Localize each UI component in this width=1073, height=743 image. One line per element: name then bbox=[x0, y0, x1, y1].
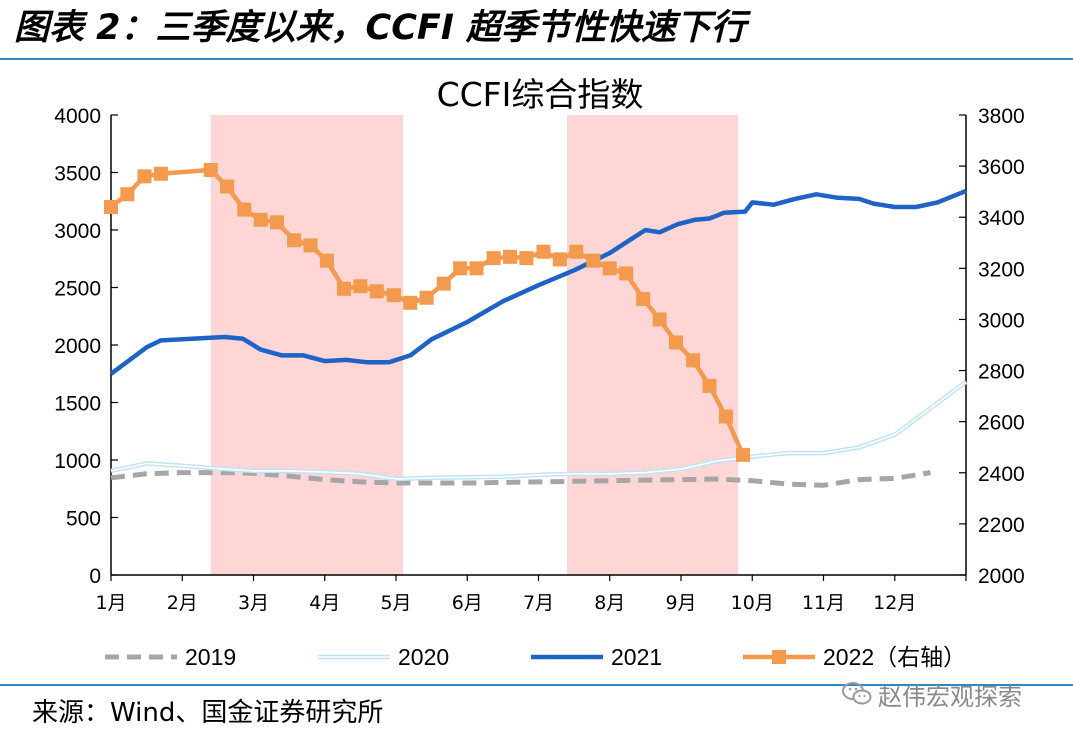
series-2022-marker bbox=[104, 200, 118, 214]
y-right-tick-label: 2000 bbox=[978, 565, 1025, 588]
x-tick-label: 9月 bbox=[665, 592, 696, 614]
series-2022-marker bbox=[486, 251, 501, 266]
series-2022-marker bbox=[137, 169, 152, 184]
series-2022-marker bbox=[386, 288, 401, 303]
series-2022-marker bbox=[369, 284, 384, 299]
legend: 2019 2020 2021 2022（右轴） bbox=[105, 644, 966, 670]
chart-title: CCFI综合指数 bbox=[437, 75, 644, 114]
y-left-tick-label: 1500 bbox=[54, 393, 101, 416]
series-2019-line bbox=[110, 470, 931, 488]
y-right-tick-label: 2600 bbox=[978, 412, 1025, 435]
x-tick-label: 12月 bbox=[873, 592, 916, 614]
x-tick-label: 4月 bbox=[309, 592, 340, 614]
series-2022-marker bbox=[669, 335, 684, 350]
series-2022-marker bbox=[586, 253, 601, 268]
x-tick-label: 7月 bbox=[523, 592, 554, 614]
source-rule bbox=[0, 684, 1073, 686]
legend-label-4: 2022（右轴） bbox=[823, 644, 966, 670]
series-2022-marker bbox=[403, 295, 418, 310]
y-right-tick-label: 3600 bbox=[978, 156, 1025, 179]
source-note: 来源：Wind、国金证券研究所 bbox=[32, 698, 384, 728]
axes: 0 500 1000 1500 2000 2500 3000 3500 4000 2000 2200… bbox=[54, 105, 1024, 614]
y-left-tick-label: 0 bbox=[89, 565, 101, 588]
series-2022-marker bbox=[735, 447, 750, 462]
series-lines bbox=[104, 162, 968, 488]
series-2022-marker bbox=[519, 251, 534, 266]
series-2022-marker bbox=[203, 162, 218, 177]
x-tick-label: 2月 bbox=[167, 592, 198, 614]
series-2020-line-inner bbox=[110, 381, 967, 480]
y-left-tick-label: 2000 bbox=[54, 335, 101, 358]
series-2022-marker bbox=[120, 187, 135, 202]
y-left-tick-label: 3500 bbox=[54, 163, 101, 186]
y-left-tick-label: 3000 bbox=[54, 220, 101, 243]
series-2022-marker bbox=[153, 166, 168, 181]
series-2022-marker bbox=[436, 276, 451, 291]
series-2022-marker bbox=[220, 179, 235, 194]
y-left-tick-label: 4000 bbox=[54, 105, 101, 128]
y-right-tick-label: 2800 bbox=[978, 361, 1025, 384]
series-2022-marker bbox=[353, 279, 368, 294]
y-right-tick-label: 3400 bbox=[978, 207, 1025, 230]
y-right-tick-label: 3200 bbox=[978, 258, 1025, 281]
x-tick-label: 11月 bbox=[802, 592, 845, 614]
x-tick-label: 1月 bbox=[95, 592, 126, 614]
series-2022-marker bbox=[336, 281, 351, 296]
series-2022-marker bbox=[237, 202, 252, 217]
series-2022-marker bbox=[636, 292, 651, 306]
ccfi-chart: CCFI综合指数 0 500 1000 1500 2000 2500 3000 3500 400… bbox=[54, 75, 1024, 670]
y-left-tick-label: 500 bbox=[66, 508, 101, 531]
y-left-tick-label: 2500 bbox=[54, 278, 101, 301]
series-2022-marker bbox=[702, 378, 717, 393]
series-2022-marker bbox=[619, 266, 634, 281]
x-tick-label: 8月 bbox=[594, 592, 625, 614]
series-2022-marker bbox=[536, 244, 551, 259]
shaded-region-2 bbox=[567, 115, 738, 575]
series-2022-marker bbox=[552, 252, 567, 267]
series-2022-marker bbox=[287, 233, 302, 248]
wechat-icon bbox=[842, 682, 872, 705]
y-right-tick-label: 2200 bbox=[978, 514, 1025, 537]
shaded-region-1 bbox=[210, 115, 404, 575]
series-2022-marker bbox=[569, 244, 584, 259]
legend-2022-marker bbox=[772, 650, 786, 664]
x-tick-label: 10月 bbox=[731, 592, 774, 614]
legend-label-3: 2021 bbox=[611, 644, 662, 670]
title-rule bbox=[0, 58, 1073, 60]
y-right-tick-label: 3800 bbox=[978, 105, 1025, 128]
x-tick-label: 3月 bbox=[238, 592, 269, 614]
series-2022-marker bbox=[686, 353, 701, 368]
x-tick-label: 6月 bbox=[452, 592, 483, 614]
legend-label-1: 2019 bbox=[185, 644, 236, 670]
series-2022-marker bbox=[503, 249, 517, 264]
series-2022-marker bbox=[718, 409, 733, 424]
legend-label-2: 2020 bbox=[398, 644, 449, 670]
series-2022-marker bbox=[652, 312, 667, 327]
series-2022-marker bbox=[303, 238, 318, 253]
series-2022-marker bbox=[469, 261, 484, 276]
x-tick-label: 5月 bbox=[380, 592, 411, 614]
y-left-tick-label: 1000 bbox=[54, 450, 101, 473]
watermark-text: 赵伟宏观探索 bbox=[878, 682, 1022, 711]
figure-title: 图表 2：三季度以来，CCFI 超季节性快速下行 bbox=[14, 8, 747, 48]
series-2022-marker bbox=[253, 212, 268, 227]
series-2022-marker bbox=[419, 290, 434, 305]
watermark: 赵伟宏观探索 bbox=[842, 676, 1022, 712]
y-right-tick-label: 3000 bbox=[978, 309, 1025, 332]
y-right-tick-label: 2400 bbox=[978, 463, 1025, 486]
series-2022-marker bbox=[319, 253, 334, 268]
series-2022-marker bbox=[453, 261, 468, 276]
series-2022-marker bbox=[602, 261, 617, 276]
shaded-regions bbox=[210, 115, 738, 575]
series-2022-marker bbox=[270, 215, 285, 230]
